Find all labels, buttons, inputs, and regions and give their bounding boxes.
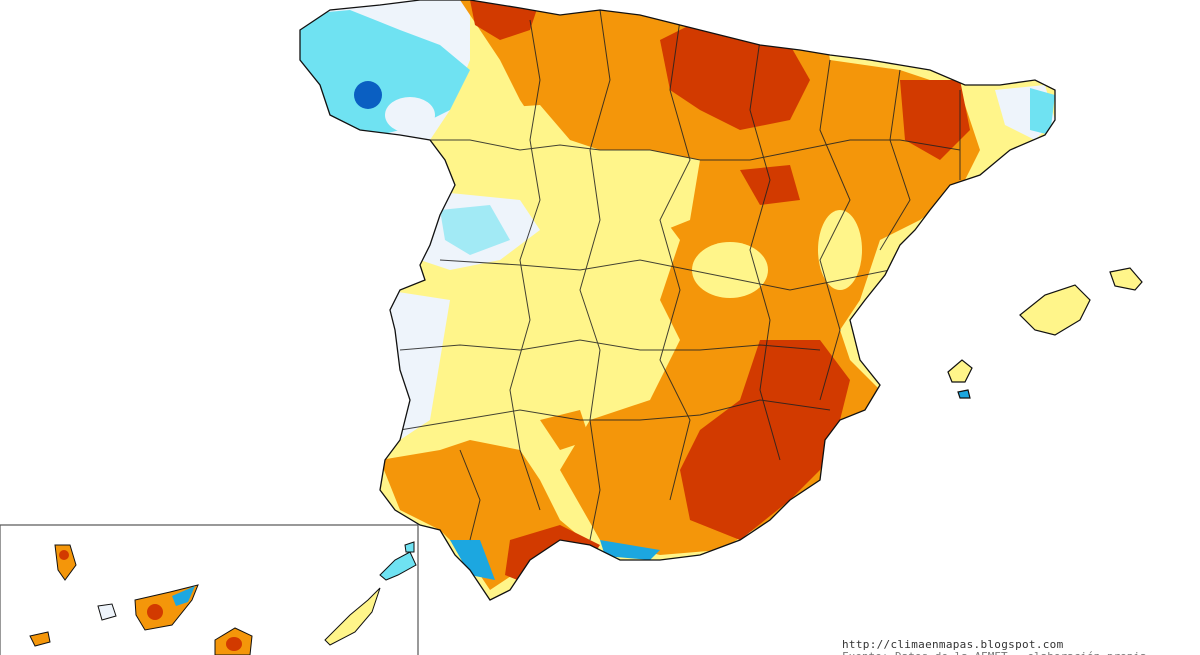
credit-url[interactable]: http://climaenmapas.blogspot.com — [842, 638, 1064, 651]
southeast-strong-deficit — [680, 340, 850, 540]
ibiza — [947, 359, 973, 383]
lanzarote — [379, 551, 417, 581]
north-strong-deficit — [470, 0, 540, 40]
balearic-islands — [947, 267, 1143, 399]
fuerteventura — [324, 587, 381, 646]
el-hierro — [29, 631, 51, 647]
peninsula-outline — [299, 0, 1056, 601]
la-gomera — [97, 603, 117, 621]
formentera — [957, 389, 971, 399]
mallorca — [1019, 284, 1091, 336]
galicia-blue-spot — [354, 81, 382, 109]
peninsula — [300, 0, 1055, 600]
canary-islands-inset — [0, 524, 419, 655]
credit-source: Fuente: Datos de la AEMET - elaboración … — [842, 650, 1182, 655]
menorca — [1109, 267, 1143, 291]
